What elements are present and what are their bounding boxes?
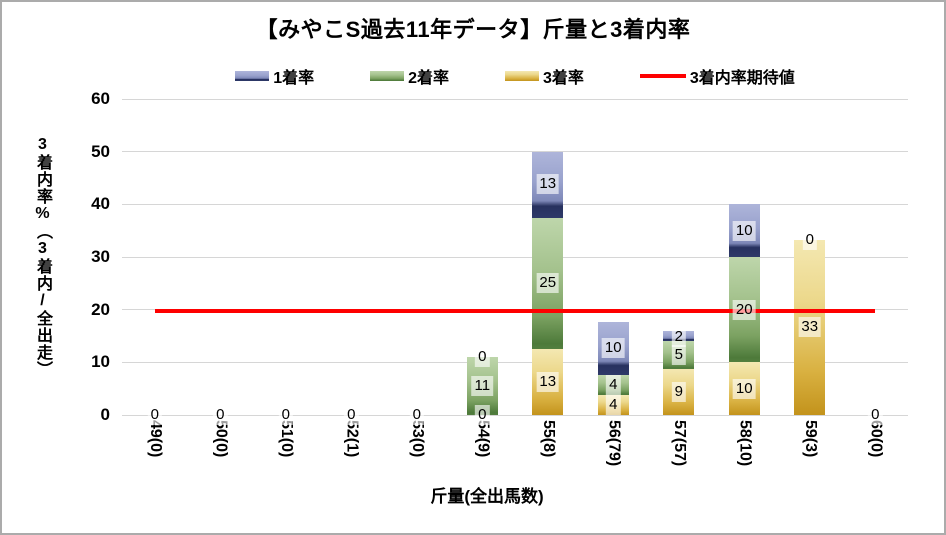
bar-value-label: 0 — [278, 405, 293, 425]
y-tick-label-0: 0 — [100, 405, 110, 424]
bar-value-label: 11 — [471, 375, 494, 396]
gridline-10 — [122, 361, 908, 363]
bar-value-label: 0 — [475, 405, 490, 425]
bar-value-label: 25 — [536, 273, 560, 294]
plot-area: 0 0 0 0 0 0 11 0 13 25 13 10 4 4 2 5 9 10 20 10 0 33 0 — [122, 98, 908, 425]
bar-value-label: 33 — [798, 317, 822, 338]
x-tick-label-55(8): 55(8) — [539, 420, 557, 458]
bar-value-label: 10 — [601, 338, 625, 359]
x-tick-label-53(0): 53(0) — [408, 420, 426, 458]
expected-value-line — [154, 309, 876, 314]
bar-value-label: 0 — [802, 229, 817, 250]
legend-label-first-rate: 1着率 — [273, 70, 315, 87]
legend-label-expected-line: 3着内率期待値 — [689, 70, 795, 87]
y-tick-label-20: 20 — [91, 299, 110, 319]
x-tick-label-51(0): 51(0) — [277, 420, 295, 458]
bar-value-label: 0 — [868, 405, 883, 425]
gridline-60 — [122, 98, 908, 100]
bar-value-label: 4 — [606, 395, 621, 415]
x-tick-label-49(0): 49(0) — [146, 420, 164, 458]
bar-value-label: 10 — [732, 378, 756, 399]
legend-item-second-rate: 2着率 — [370, 64, 449, 88]
x-tick-label-50(0): 50(0) — [212, 420, 230, 458]
gridline-50 — [122, 151, 908, 153]
y-tick-label-10: 10 — [91, 352, 110, 372]
x-tick-label-60(0): 60(0) — [867, 420, 885, 458]
x-tick-label-52(1): 52(1) — [343, 420, 361, 458]
legend-label-third-rate: 3着率 — [543, 70, 584, 87]
bar-value-label: 9 — [671, 381, 686, 402]
expected-line-swatch-icon — [639, 74, 686, 78]
x-axis-title: 斤量(全出馬数) — [430, 487, 544, 506]
bar-value-label: 0 — [213, 405, 228, 425]
first-rate-swatch-icon — [235, 71, 270, 81]
x-tick-label-56(79): 56(79) — [605, 420, 623, 467]
x-tick-label-59(3): 59(3) — [801, 420, 819, 458]
y-tick-label-30: 30 — [91, 247, 110, 266]
bar-value-label: 13 — [536, 174, 560, 195]
second-rate-swatch-icon — [370, 71, 405, 81]
legend-label-second-rate: 2着率 — [408, 70, 449, 87]
y-tick-label-60: 60 — [91, 89, 110, 108]
third-rate-swatch-icon — [505, 71, 539, 81]
bar-value-label: 13 — [536, 371, 560, 392]
y-axis-title: 3着内率%（3着内/全出走） — [34, 136, 51, 378]
bar-value-label: 4 — [606, 374, 621, 395]
y-tick-label-40: 40 — [91, 194, 110, 214]
bar-value-label: 2 — [671, 326, 686, 347]
legend-item-expected-line: 3着内率期待値 — [639, 64, 795, 88]
bar-value-label: 0 — [147, 405, 162, 425]
x-tick-label-57(57): 57(57) — [670, 420, 688, 467]
gridline-40 — [122, 203, 908, 205]
bar-value-label: 10 — [732, 220, 756, 241]
bar-value-label: 0 — [344, 405, 359, 425]
x-tick-label-58(10): 58(10) — [736, 420, 754, 467]
bar-value-label: 0 — [409, 405, 424, 425]
x-tick-label-54(9): 54(9) — [474, 420, 492, 458]
legend: 1着率 2着率 3着率 3着内率期待値 — [122, 64, 908, 88]
y-tick-label-50: 50 — [91, 141, 110, 161]
gridline-30 — [122, 256, 908, 258]
gridline-0 — [122, 414, 908, 416]
bar-value-label: 20 — [732, 299, 756, 320]
chart-title: 【みやこS過去11年データ】斤量と3着内率 — [255, 17, 691, 42]
bar-value-label: 0 — [475, 346, 490, 367]
legend-item-third-rate: 3着率 — [505, 64, 584, 88]
legend-item-first-rate: 1着率 — [235, 64, 314, 88]
bar-value-label: 5 — [671, 344, 686, 365]
